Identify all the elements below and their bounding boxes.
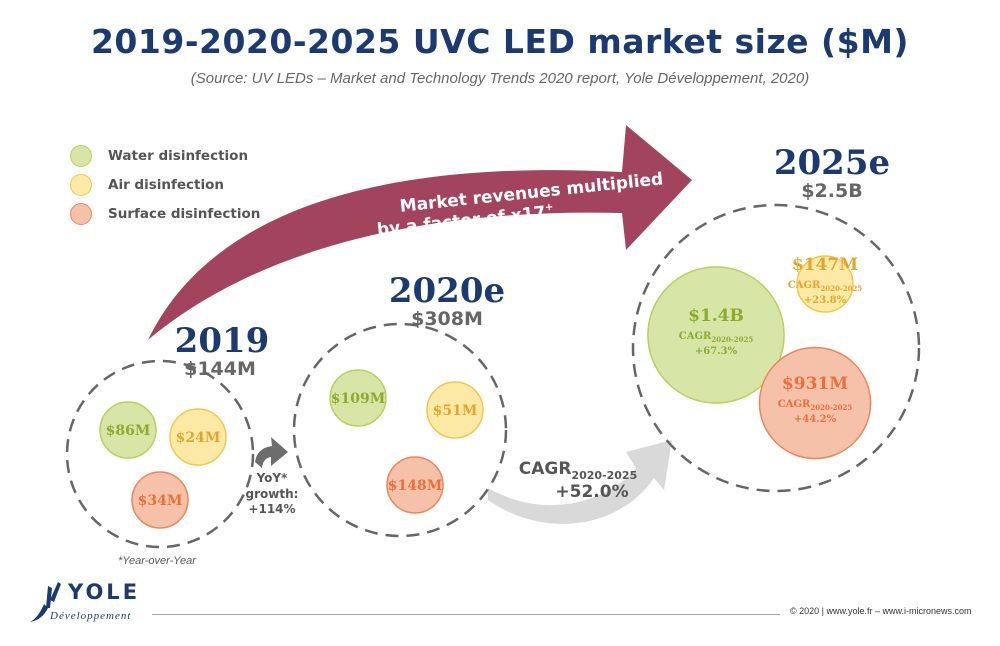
yoy-line2: growth: [246, 487, 299, 501]
bubble-label-2025e-air: $147M [792, 255, 858, 275]
bubble-cagr-period-air: 2020-2025 [820, 284, 862, 293]
year-2020: 2020e [389, 271, 505, 311]
bubble-label-2019-surface: $34M [138, 493, 183, 509]
bubble-cagr-period-water: 2020-2025 [711, 335, 753, 344]
bubble-2020e-surface [386, 456, 444, 514]
copyright: © 2020 | www.yole.fr – www.i-micronews.c… [790, 606, 972, 616]
total-2020: $308M [411, 308, 483, 330]
legend-label-water: Water disinfection [108, 148, 249, 164]
cagr-main: CAGR2020-2025 [519, 459, 637, 482]
bubble-label-2020e-surface: $148M [388, 478, 442, 494]
bubble-cagr-value-water: +67.3% [695, 346, 738, 357]
yole-logo: YOLE Développement [28, 578, 148, 628]
bubble-label-2019-air: $24M [176, 430, 221, 446]
legend-label-surface: Surface disinfection [108, 206, 261, 222]
total-2025: $2.5B [801, 180, 862, 202]
growth-arrow [148, 125, 692, 340]
legend-label-air: Air disinfection [108, 177, 224, 193]
cagr-main-value: +52.0% [555, 482, 628, 502]
chart-title: 2019-2020-2025 UVC LED market size ($M) [90, 22, 910, 61]
legend-swatch-surface [70, 203, 92, 225]
group-circle-2025 [631, 203, 921, 493]
bubbles-layer: $86M $24M$34M$109M$51M$148M$1.4BCAGR2020-… [99, 255, 872, 529]
bubble-2019-water [99, 401, 157, 459]
bubble-2025e-surface [758, 346, 872, 460]
bubble-2020e-water [329, 369, 387, 427]
bubble-cagr-label-surface: CAGR2020-2025 [778, 399, 853, 412]
legend-swatch-water [70, 145, 92, 167]
cagr-arrow [488, 440, 672, 524]
logo-text: YOLE [68, 580, 141, 604]
group-circle-2019 [65, 359, 255, 549]
cagr-main-sub: 2020-2025 [571, 469, 637, 482]
bubble-label-2025e-water: $1.4B [688, 306, 744, 326]
total-2019: $144M [184, 358, 256, 380]
bubble-label-2025e-surface: $931M [782, 374, 848, 394]
footnote: *Year-over-Year [118, 555, 196, 567]
bubble-cagr-value-air: +23.8% [804, 295, 847, 306]
arrow-text-sup: + [544, 202, 553, 214]
yoy-line1: YoY* [256, 471, 289, 485]
cagr-main-label: CAGR [519, 459, 572, 479]
logo-mark-icon [30, 582, 61, 622]
legend-swatch-air [70, 174, 92, 196]
bubble-cagr-word-surface: CAGR [778, 399, 811, 410]
bubble-cagr-label-air: CAGR2020-2025 [788, 280, 863, 293]
logo-subtext: Développement [50, 610, 132, 622]
bubble-label-2020e-air: $51M [433, 403, 478, 419]
bubble-2025e-water [647, 266, 785, 404]
bubble-2019-air [169, 408, 227, 466]
bubble-label-2020e-water: $109M [331, 391, 385, 407]
group-circle-2020 [292, 322, 508, 538]
bubble-label-2019-water: $86M [106, 423, 151, 439]
small-growth-arrow [255, 437, 288, 468]
bubble-cagr-period-surface: 2020-2025 [810, 403, 852, 412]
bubble-2020e-air [426, 381, 484, 439]
footer-divider [152, 614, 780, 615]
bubble-2025e-air [796, 255, 854, 313]
bubble-cagr-label-water: CAGR2020-2025 [679, 331, 754, 344]
year-2019: 2019 [175, 321, 270, 361]
bubble-cagr-word-air: CAGR [788, 280, 821, 291]
chart-source: (Source: UV LEDs – Market and Technology… [190, 70, 810, 87]
bubble-cagr-value-surface: +44.2% [794, 414, 837, 425]
year-2025: 2025e [774, 143, 890, 183]
bubble-2019-surface [131, 471, 189, 529]
yoy-line3: +114% [248, 502, 295, 516]
bubble-cagr-word-water: CAGR [679, 331, 712, 342]
